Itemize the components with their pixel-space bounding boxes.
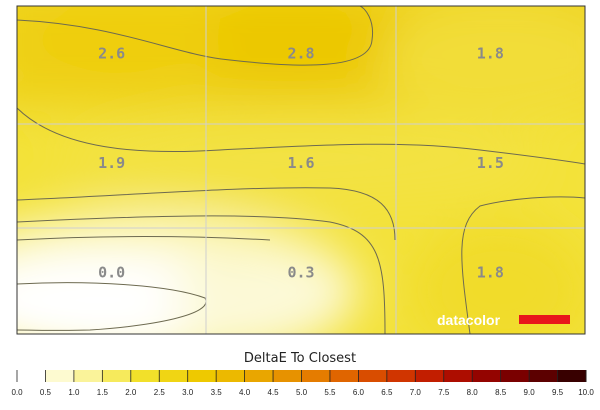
scale-tick-label: 7.0	[410, 388, 422, 397]
scale-tick-label: 3.5	[211, 388, 223, 397]
legend-title: DeltaE To Closest	[244, 351, 356, 366]
scale-swatch	[102, 370, 132, 382]
scale-swatch	[443, 370, 473, 382]
plot-area: 2.6 2.8 1.8 1.9 1.6 1.5 0.0 0.3 1.8 datacolor	[17, 6, 585, 334]
scale-swatch	[386, 370, 416, 382]
cell-label: 1.9	[98, 154, 125, 172]
scale-tick-label: 3.0	[182, 388, 194, 397]
scale-tick-label: 4.5	[267, 388, 279, 397]
scale-tick-label: 6.5	[381, 388, 393, 397]
cell-label: 1.6	[287, 154, 314, 172]
scale-tick-label: 9.0	[524, 388, 536, 397]
color-scale: 0.0 0.5 1.0 1.5 2.0 2.5 3.0 3.5 4.0 4.5 5.0 5.5 6.0 6…	[11, 370, 594, 397]
scale-tick-label: 5.0	[296, 388, 308, 397]
scale-tick-label: 7.5	[438, 388, 450, 397]
scale-tick-label: 1.0	[68, 388, 80, 397]
scale-swatch	[216, 370, 246, 382]
scale-swatch	[472, 370, 502, 382]
scale-tick-label: 5.5	[324, 388, 336, 397]
scale-tick-label: 1.5	[97, 388, 109, 397]
scale-swatch	[529, 370, 559, 382]
contour-lines	[17, 6, 585, 334]
brand-bar	[519, 315, 570, 324]
cell-label: 2.6	[98, 45, 125, 63]
cell-label: 0.3	[287, 263, 314, 281]
scale-swatch	[557, 370, 587, 382]
scale-swatch	[45, 370, 75, 382]
cell-label: 1.8	[477, 263, 504, 281]
scale-tick-label: 8.0	[467, 388, 479, 397]
brand-text: datacolor	[437, 312, 501, 328]
cell-label: 0.0	[98, 263, 125, 281]
scale-swatch	[415, 370, 445, 382]
plot-frame	[16, 5, 586, 335]
heat-blobs	[17, 6, 585, 334]
scale-tick-label: 8.5	[495, 388, 507, 397]
cell-labels: 2.6 2.8 1.8 1.9 1.6 1.5 0.0 0.3 1.8	[98, 45, 504, 282]
cell-label: 1.5	[477, 154, 504, 172]
scale-swatch	[130, 370, 160, 382]
scale-swatch	[187, 370, 217, 382]
scale-swatch	[329, 370, 359, 382]
cell-label: 1.8	[477, 45, 504, 63]
scale-swatch	[358, 370, 388, 382]
scale-tick-label: 0.0	[11, 388, 23, 397]
scale-swatch	[500, 370, 530, 382]
scale-swatch	[301, 370, 331, 382]
scale-swatch	[244, 370, 274, 382]
scale-tick-label: 0.5	[40, 388, 52, 397]
scale-tick-label: 9.5	[552, 388, 564, 397]
scale-tick-label: 10.0	[578, 388, 594, 397]
cell-label: 2.8	[287, 45, 314, 63]
scale-tick-label: 2.5	[154, 388, 166, 397]
grid-lines	[17, 6, 585, 334]
scale-swatch	[73, 370, 103, 382]
datacolor-logo: datacolor	[437, 312, 570, 328]
scale-swatch	[17, 370, 46, 382]
scale-swatch	[273, 370, 302, 382]
scale-swatch	[159, 370, 189, 382]
scale-tick-label: 4.0	[239, 388, 251, 397]
scale-tick-label: 2.0	[125, 388, 137, 397]
scale-tick-label: 6.0	[353, 388, 365, 397]
